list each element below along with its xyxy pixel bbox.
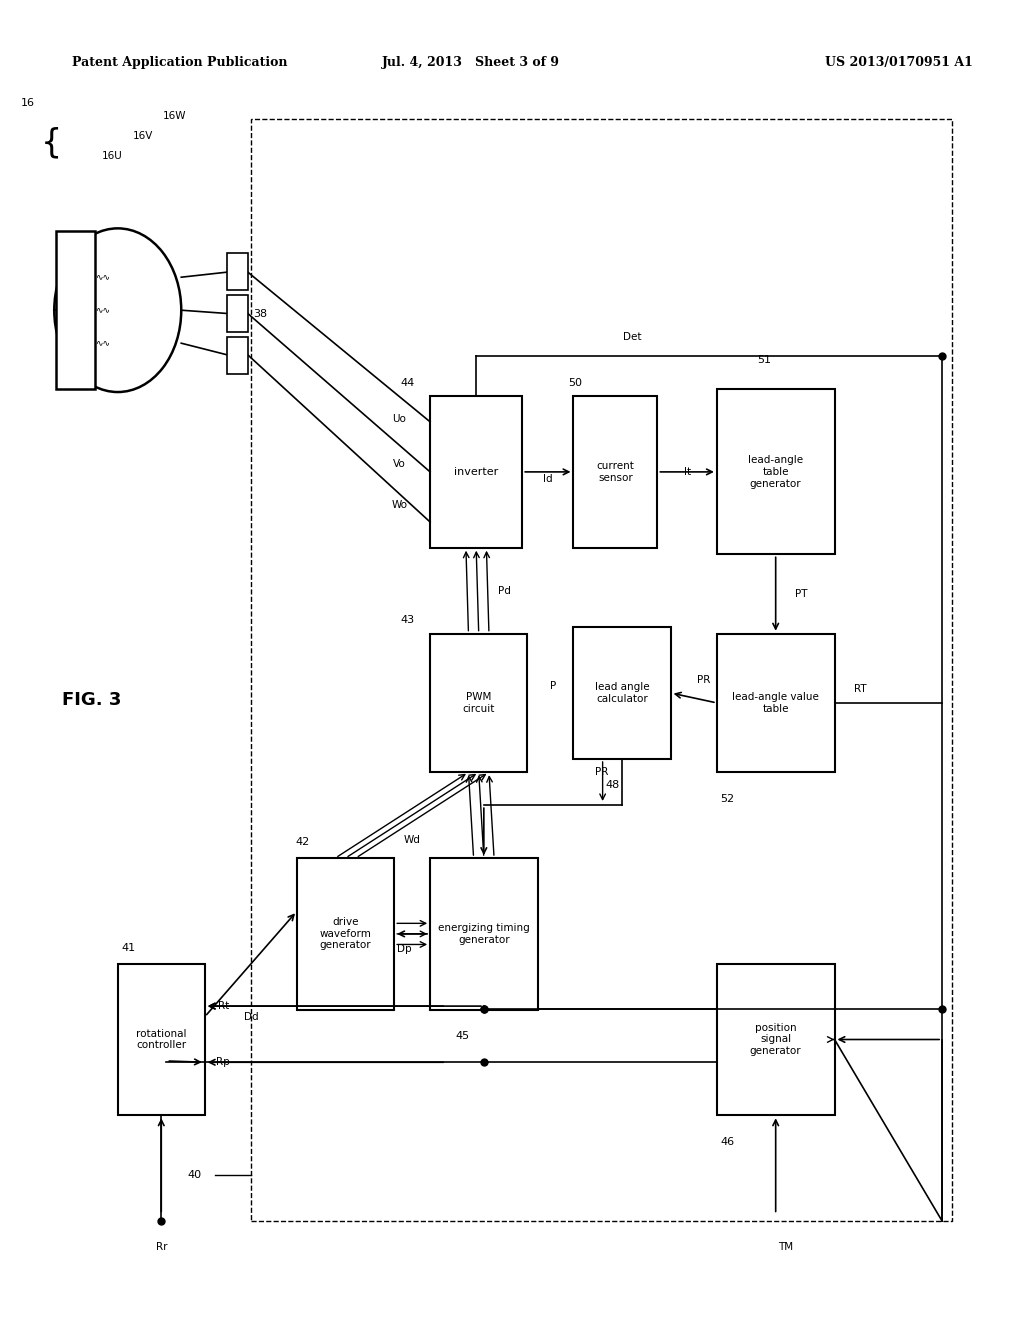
Text: 40: 40 xyxy=(187,1170,202,1180)
Text: drive
waveform
generator: drive waveform generator xyxy=(319,917,372,950)
Text: P: P xyxy=(550,681,556,692)
Text: US 2013/0170951 A1: US 2013/0170951 A1 xyxy=(825,55,973,69)
Bar xyxy=(251,119,952,1221)
Text: lead-angle value
table: lead-angle value table xyxy=(732,692,819,714)
Text: It: It xyxy=(684,467,690,477)
Text: 45: 45 xyxy=(456,1031,469,1041)
Text: Rt: Rt xyxy=(218,1001,228,1011)
Bar xyxy=(227,337,248,374)
Text: Rp: Rp xyxy=(216,1057,230,1068)
Text: PR: PR xyxy=(595,767,608,777)
Text: FIG. 3: FIG. 3 xyxy=(62,690,122,709)
Text: Dp: Dp xyxy=(397,944,412,954)
Bar xyxy=(227,253,248,290)
Text: 41: 41 xyxy=(121,942,135,953)
Text: 38: 38 xyxy=(253,309,267,318)
Text: 51: 51 xyxy=(757,355,771,366)
Text: lead angle
calculator: lead angle calculator xyxy=(595,682,649,704)
Text: RT: RT xyxy=(854,684,866,694)
Text: Rr: Rr xyxy=(156,1242,167,1253)
Text: TM: TM xyxy=(778,1242,794,1253)
Text: Id: Id xyxy=(543,474,553,484)
Bar xyxy=(573,627,671,759)
Bar xyxy=(430,396,522,548)
Bar xyxy=(717,964,835,1115)
Text: 42: 42 xyxy=(295,837,309,847)
Text: 16W: 16W xyxy=(163,111,185,121)
Text: Patent Application Publication: Patent Application Publication xyxy=(72,55,287,69)
Text: 16: 16 xyxy=(20,98,35,108)
Text: Det: Det xyxy=(623,331,642,342)
Text: Vo: Vo xyxy=(393,459,406,470)
Text: PWM
circuit: PWM circuit xyxy=(463,692,495,714)
Bar xyxy=(430,634,527,772)
Text: energizing timing
generator: energizing timing generator xyxy=(438,923,529,945)
Text: 52: 52 xyxy=(720,793,734,804)
Bar xyxy=(717,389,835,554)
Text: Pd: Pd xyxy=(498,586,511,595)
Bar xyxy=(118,964,205,1115)
Bar xyxy=(430,858,538,1010)
Text: PT: PT xyxy=(795,589,808,599)
Text: ∿∿: ∿∿ xyxy=(95,306,110,314)
Text: Wd: Wd xyxy=(403,834,421,845)
Bar xyxy=(717,634,835,772)
Text: Jul. 4, 2013   Sheet 3 of 9: Jul. 4, 2013 Sheet 3 of 9 xyxy=(382,55,560,69)
Text: rotational
controller: rotational controller xyxy=(136,1028,186,1051)
Text: 48: 48 xyxy=(605,780,620,791)
Text: 16V: 16V xyxy=(133,131,154,141)
Text: current
sensor: current sensor xyxy=(597,461,634,483)
Text: 50: 50 xyxy=(568,378,583,388)
Bar xyxy=(56,231,95,389)
Bar xyxy=(573,396,657,548)
Text: 16U: 16U xyxy=(102,150,123,161)
Text: Uo: Uo xyxy=(392,413,407,424)
Text: Wo: Wo xyxy=(391,500,408,511)
Text: {: { xyxy=(41,127,61,160)
Text: PR: PR xyxy=(697,675,711,685)
Text: ∿∿: ∿∿ xyxy=(95,273,110,281)
Text: inverter: inverter xyxy=(454,467,499,477)
Text: 44: 44 xyxy=(400,378,415,388)
Text: Dd: Dd xyxy=(244,1011,258,1022)
Text: 46: 46 xyxy=(720,1137,734,1147)
Text: lead-angle
table
generator: lead-angle table generator xyxy=(749,455,803,488)
Bar xyxy=(297,858,394,1010)
Bar xyxy=(227,296,248,331)
Text: position
signal
generator: position signal generator xyxy=(750,1023,802,1056)
Text: ∿∿: ∿∿ xyxy=(95,339,110,347)
Text: 43: 43 xyxy=(400,615,415,626)
